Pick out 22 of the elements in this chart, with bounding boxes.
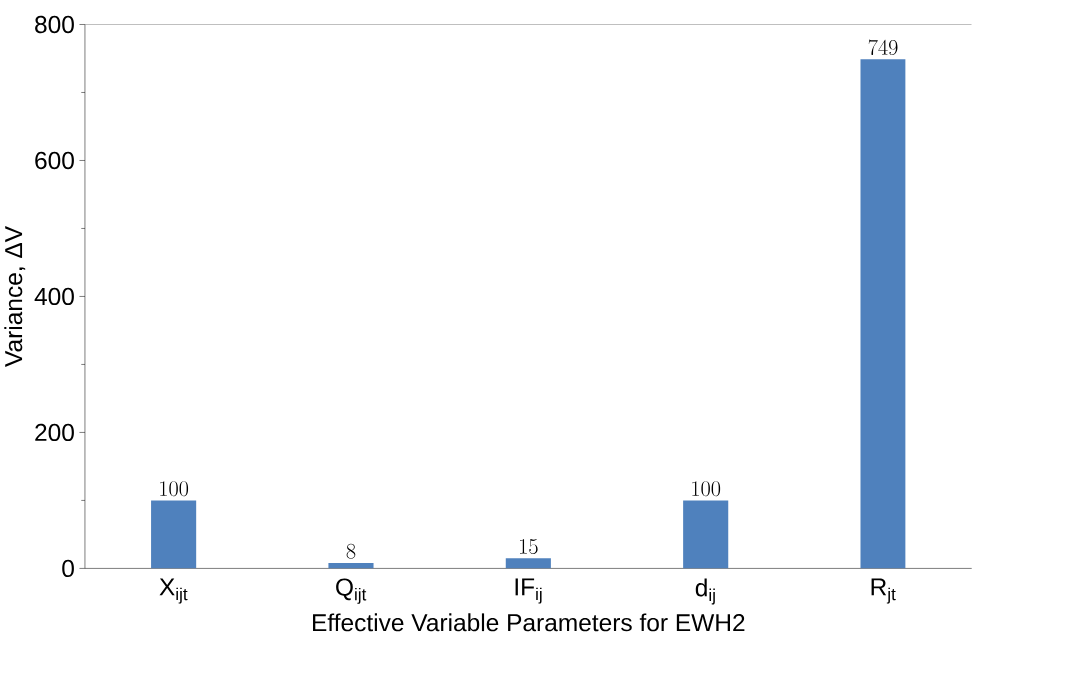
data-label: 100	[692, 481, 721, 497]
y-tick-label: 0	[62, 559, 74, 578]
data-label: 100	[160, 481, 189, 497]
bar	[683, 500, 729, 569]
y-tick-label: 200	[35, 423, 74, 442]
bar	[151, 500, 197, 569]
data-label: 749	[868, 39, 898, 56]
y-axis-title: Variance, ΔV	[4, 226, 26, 367]
x-tick-label: Q$_{ijt}$	[336, 578, 367, 604]
x-axis-title: Effective Variable Parameters for EWH2	[313, 613, 745, 632]
y-tick-label: 800	[35, 15, 74, 34]
x-tick-label: d$_{ij}$	[695, 578, 715, 605]
bar	[505, 558, 551, 569]
y-tick-label: 600	[35, 151, 74, 170]
x-tick-label: R$_{jt}$	[871, 578, 896, 604]
x-tick-label: X$_{ijt}$	[159, 578, 188, 604]
y-tick-label: 400	[34, 287, 74, 306]
x-tick-label: IF$_{ij}$	[515, 578, 542, 604]
bar	[328, 563, 374, 569]
bar	[860, 59, 906, 569]
data-label: 15	[520, 539, 538, 555]
data-label: 8	[346, 543, 356, 559]
